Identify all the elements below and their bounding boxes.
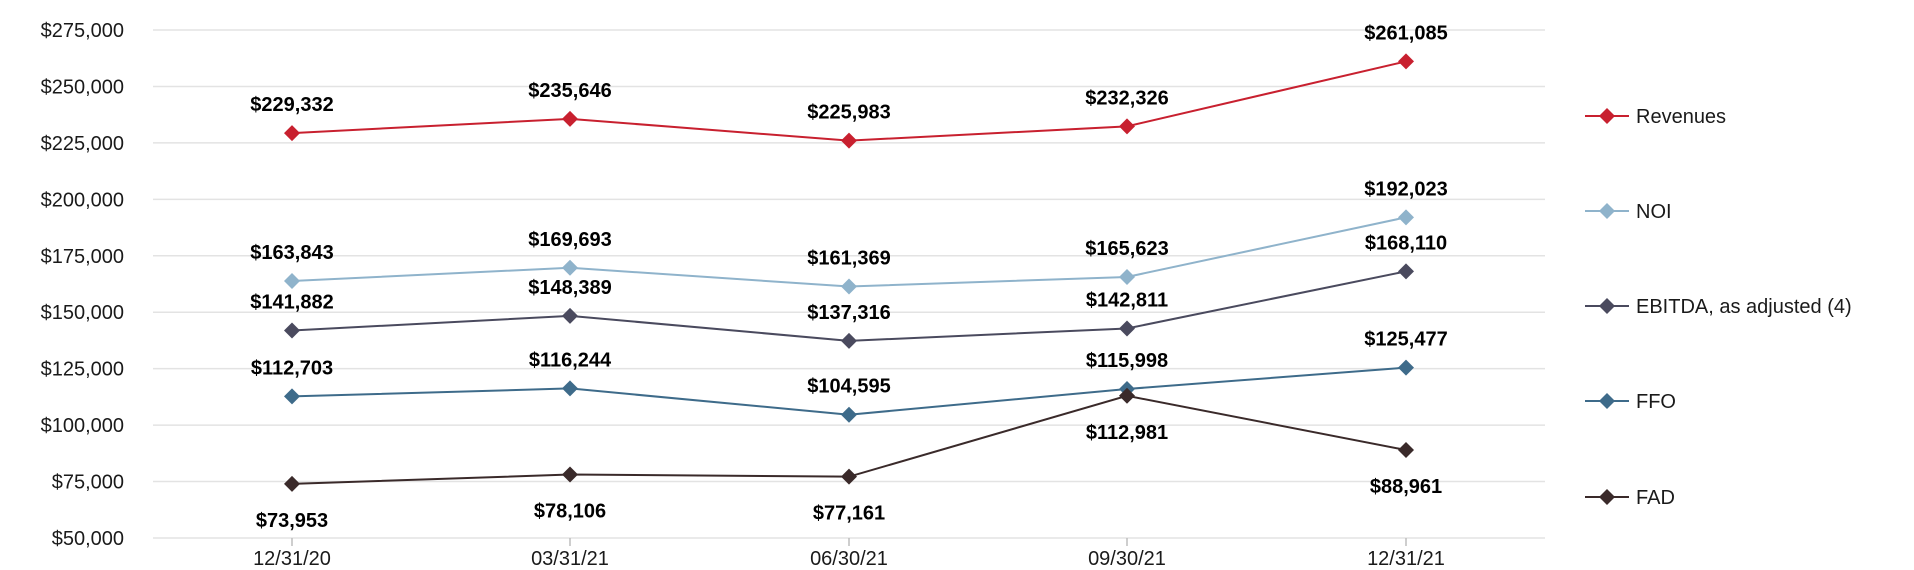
data-point-marker [562, 380, 578, 397]
y-tick-label: $150,000 [41, 302, 124, 324]
data-label: $88,961 [1370, 476, 1442, 498]
x-tick-label: 12/31/20 [253, 548, 331, 570]
data-label: $77,161 [813, 503, 885, 525]
data-label: $78,106 [534, 501, 606, 523]
data-point-marker [1119, 268, 1135, 285]
y-tick-label: $275,000 [41, 20, 124, 42]
x-tick-label: 09/30/21 [1088, 548, 1166, 570]
data-label: $137,316 [807, 302, 890, 324]
data-point-marker [1398, 53, 1414, 70]
data-label: $168,110 [1365, 232, 1447, 254]
x-tick-label: 12/31/21 [1367, 548, 1445, 570]
legend-item[interactable]: NOI [1585, 201, 1672, 223]
data-label: $148,389 [528, 277, 611, 299]
y-tick-label: $75,000 [52, 472, 124, 494]
data-point-marker [284, 125, 300, 142]
y-tick-label: $125,000 [41, 359, 124, 381]
legend-marker [1599, 203, 1615, 219]
legend-label: NOI [1636, 201, 1672, 223]
legend-marker [1599, 108, 1615, 124]
data-point-marker [284, 322, 300, 339]
data-point-marker [1398, 263, 1414, 280]
legend-item[interactable]: Revenues [1585, 106, 1726, 128]
legend-item[interactable]: FFO [1585, 391, 1676, 413]
data-point-marker [284, 475, 300, 492]
data-label: $104,595 [807, 376, 890, 398]
data-point-marker [562, 110, 578, 127]
data-point-marker [841, 468, 857, 485]
x-axis: 12/31/20 03/31/21 06/30/21 09/30/21 12/31/21 [253, 538, 1445, 570]
legend-label: Revenues [1636, 106, 1726, 128]
data-label: $229,332 [250, 94, 333, 116]
data-label: $163,843 [250, 242, 333, 264]
series-lines [284, 53, 1414, 492]
legend-marker [1599, 393, 1615, 409]
data-label: $112,981 [1086, 422, 1168, 444]
legend-item[interactable]: EBITDA, as adjusted (4) [1585, 296, 1852, 318]
legend-marker [1599, 489, 1615, 505]
legend-label: FAD [1636, 487, 1675, 509]
data-point-marker [562, 307, 578, 324]
x-tick-label: 06/30/21 [810, 548, 888, 570]
data-label: $73,953 [256, 510, 328, 532]
legend-marker [1599, 298, 1615, 314]
y-axis: $50,000 $75,000 $100,000 $125,000 $150,000 $1… [41, 20, 124, 550]
data-point-marker [1119, 118, 1135, 135]
y-tick-label: $225,000 [41, 133, 124, 155]
data-label: $169,693 [528, 229, 611, 251]
data-label: $161,369 [807, 248, 890, 270]
data-label: $125,477 [1364, 329, 1447, 351]
data-label: $165,623 [1085, 238, 1168, 260]
data-point-marker [841, 278, 857, 295]
data-point-marker [841, 406, 857, 423]
y-tick-label: $100,000 [41, 415, 124, 437]
data-point-marker [1398, 442, 1414, 459]
data-point-marker [1398, 209, 1414, 226]
data-label: $261,085 [1364, 22, 1447, 44]
data-labels: $229,332 $235,646 $225,983 $232,326 $261,085… [250, 22, 1447, 532]
y-tick-label: $175,000 [41, 246, 124, 268]
data-label: $225,983 [807, 102, 890, 124]
data-label: $142,811 [1086, 289, 1168, 311]
data-label: $192,023 [1364, 178, 1447, 200]
legend[interactable]: Revenues NOI EBITDA, as adjusted (4) FFO FAD [1585, 106, 1852, 509]
data-label: $112,703 [251, 357, 333, 379]
data-label: $141,882 [250, 292, 333, 314]
legend-label: FFO [1636, 391, 1676, 413]
data-point-marker [841, 132, 857, 149]
data-point-marker [562, 259, 578, 276]
legend-item[interactable]: FAD [1585, 487, 1675, 509]
data-label: $232,326 [1085, 87, 1168, 109]
data-point-marker [284, 272, 300, 289]
data-label: $235,646 [528, 80, 611, 102]
legend-label: EBITDA, as adjusted (4) [1636, 296, 1852, 318]
data-point-marker [841, 332, 857, 349]
data-label: $115,998 [1086, 350, 1168, 372]
data-point-marker [562, 466, 578, 483]
data-point-marker [284, 388, 300, 405]
y-tick-label: $50,000 [52, 528, 124, 550]
data-point-marker [1119, 320, 1135, 337]
y-tick-label: $200,000 [41, 189, 124, 211]
data-label: $116,244 [529, 349, 612, 371]
x-tick-label: 03/31/21 [531, 548, 609, 570]
data-point-marker [1398, 359, 1414, 376]
y-tick-label: $250,000 [41, 76, 124, 98]
data-point-marker [1119, 387, 1135, 404]
